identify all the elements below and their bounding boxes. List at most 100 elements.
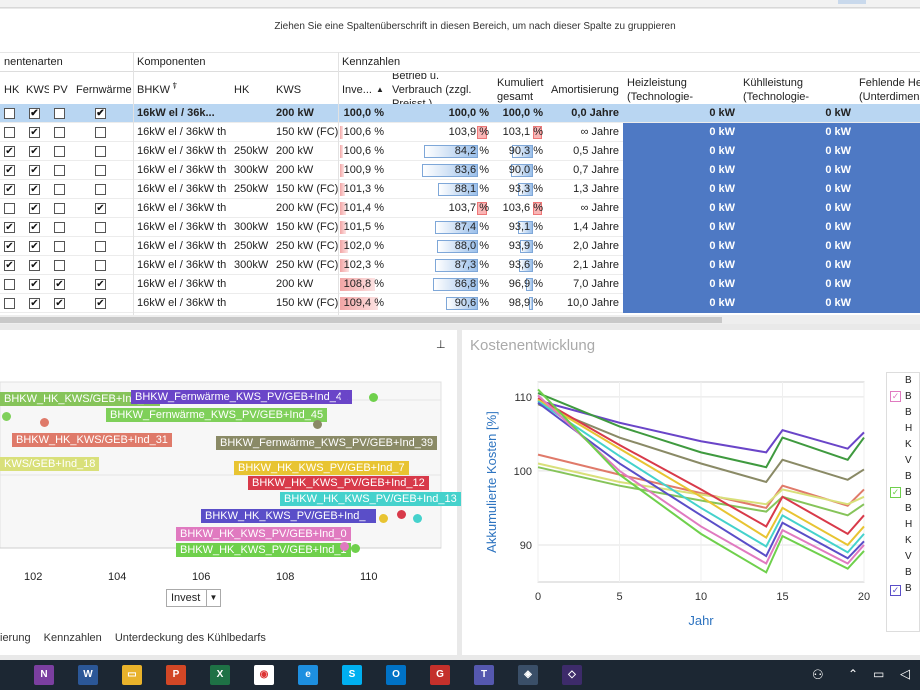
pin-icon[interactable]: ⊥ <box>436 339 446 351</box>
checkbox-fw[interactable] <box>95 260 106 271</box>
scatter-label[interactable]: BHKW_HK_KWS_PV/GEB+Ind_0 <box>176 527 351 541</box>
checkbox-fw[interactable] <box>95 241 106 252</box>
checkbox-hk[interactable]: ✔ <box>4 146 15 157</box>
legend-checkbox[interactable]: ✓ <box>890 487 901 498</box>
filter-icon[interactable]: ⍒ <box>172 80 178 91</box>
legend-entry[interactable]: B <box>905 391 912 402</box>
table-row[interactable]: ✔ ✔ 16kW el / 36kW th 250kW 150 kW (FC) 101,3… <box>0 180 920 199</box>
legend-entry[interactable]: B <box>905 583 912 594</box>
checkbox-fw[interactable]: ✔ <box>95 279 106 290</box>
tab-optimierung[interactable]: ierung <box>0 632 31 644</box>
legend-entry[interactable]: B <box>905 471 912 482</box>
tab-kennzahlen[interactable]: Kennzahlen <box>43 632 102 644</box>
col-kws[interactable]: KWS <box>22 73 49 107</box>
scatter-label[interactable]: BHKW_Fernwärme_KWS_PV/GEB+Ind_42 <box>131 390 353 404</box>
checkbox-pv[interactable] <box>54 127 65 138</box>
col-heizleistung-unterdim[interactable]: Fehlende Hei (Unterdimens <box>855 73 920 107</box>
checkbox-pv[interactable] <box>54 222 65 233</box>
legend-entry[interactable]: B <box>905 487 912 498</box>
legend-entry[interactable]: K <box>905 439 912 450</box>
col-fernwaerme[interactable]: Fernwärme <box>72 73 133 107</box>
table-row[interactable]: ✔ ✔ ✔ 16kW el / 36kW th 200 kW 108,8 % 86,8 % 9… <box>0 275 920 294</box>
pdf-icon[interactable]: G <box>430 665 450 685</box>
group-panel-hint[interactable]: Ziehen Sie eine Spaltenüberschrift in di… <box>274 21 676 32</box>
checkbox-kws[interactable]: ✔ <box>29 241 40 252</box>
checkbox-hk[interactable]: ✔ <box>4 165 15 176</box>
table-row[interactable]: ✔ ✔ 16kW el / 36kW th 200 kW (FC) 101,4 % 103… <box>0 199 920 218</box>
table-row[interactable]: ✔ ✔ 16kW el / 36k... 200 kW 100,0 % 100,0 % 10… <box>0 104 920 123</box>
checkbox-pv[interactable] <box>54 108 65 119</box>
scatter-point[interactable] <box>313 420 322 429</box>
scatter-point[interactable] <box>365 511 374 520</box>
checkbox-fw[interactable] <box>95 146 106 157</box>
chevron-up-icon[interactable]: ⌃ <box>848 667 859 681</box>
onenote-icon[interactable]: N <box>34 665 54 685</box>
scatter-label[interactable]: BHKW_HK_KWS_PV/GEB+Ind_13 <box>280 492 461 506</box>
table-row[interactable]: ✔ ✔ ✔ 16kW el / 36kW th 150 kW (FC) 109,4 % 90… <box>0 294 920 313</box>
scatter-point[interactable] <box>340 542 349 551</box>
tab-unterdeckung[interactable]: Unterdeckung des Kühlbedarfs <box>114 632 266 644</box>
scatter-point[interactable] <box>379 514 388 523</box>
explorer-icon[interactable]: ▭ <box>122 665 142 685</box>
col-pv[interactable]: PV <box>49 73 72 107</box>
legend-entry[interactable]: H <box>905 423 913 434</box>
checkbox-hk[interactable] <box>4 279 15 290</box>
checkbox-kws[interactable]: ✔ <box>29 279 40 290</box>
legend-entry[interactable]: B <box>905 567 912 578</box>
checkbox-pv[interactable]: ✔ <box>54 298 65 309</box>
checkbox-kws[interactable]: ✔ <box>29 146 40 157</box>
word-icon[interactable]: W <box>78 665 98 685</box>
col-kws2[interactable]: KWS <box>272 73 338 107</box>
app-icon[interactable]: ◈ <box>518 665 538 685</box>
checkbox-pv[interactable] <box>54 165 65 176</box>
legend-entry[interactable]: V <box>905 455 912 466</box>
checkbox-kws[interactable]: ✔ <box>29 298 40 309</box>
checkbox-pv[interactable] <box>54 203 65 214</box>
network-icon[interactable]: ▭ <box>873 667 885 681</box>
vs-icon[interactable]: ◇ <box>562 665 582 685</box>
checkbox-hk[interactable] <box>4 203 15 214</box>
table-row[interactable]: ✔ ✔ 16kW el / 36kW th 250kW 250 kW (FC) 102,0… <box>0 237 920 256</box>
table-row[interactable]: ✔ ✔ 16kW el / 36kW th 300kW 200 kW 100,9 % 83,… <box>0 161 920 180</box>
checkbox-hk[interactable] <box>4 298 15 309</box>
scatter-label[interactable]: BHKW_HK_KWS_PV/GEB+Ind_7 <box>234 461 409 475</box>
legend-entry[interactable]: B <box>905 375 912 386</box>
checkbox-kws[interactable]: ✔ <box>29 127 40 138</box>
legend-entry[interactable]: B <box>905 407 912 418</box>
scatter-label[interactable]: BHKW_HK_KWS_PV/GEB+Ind_1 <box>176 543 351 557</box>
checkbox-kws[interactable]: ✔ <box>29 184 40 195</box>
col-hk2[interactable]: HK <box>230 73 272 107</box>
scatter-point[interactable] <box>397 510 406 519</box>
checkbox-pv[interactable] <box>54 146 65 157</box>
scatter-label[interactable]: BHKW_HK_KWS_PV/GEB+Ind_6 <box>201 509 376 523</box>
checkbox-fw[interactable] <box>95 165 106 176</box>
checkbox-fw[interactable] <box>95 222 106 233</box>
table-row[interactable]: ✔ 16kW el / 36kW th 150 kW (FC) 100,6 % 103,… <box>0 123 920 142</box>
scatter-point[interactable] <box>340 392 349 401</box>
legend-entry[interactable]: B <box>905 503 912 514</box>
checkbox-hk[interactable] <box>4 108 15 119</box>
outlook-icon[interactable]: O <box>386 665 406 685</box>
scatter-point[interactable] <box>369 393 378 402</box>
axis-field-dropdown[interactable]: Invest ▼ <box>166 589 221 607</box>
col-amortisierung[interactable]: Amortisierung <box>547 73 623 107</box>
checkbox-hk[interactable]: ✔ <box>4 184 15 195</box>
scatter-point[interactable] <box>351 544 360 553</box>
checkbox-pv[interactable]: ✔ <box>54 279 65 290</box>
legend-checkbox[interactable]: ✓ <box>890 391 901 402</box>
checkbox-hk[interactable] <box>4 127 15 138</box>
col-bhkw[interactable]: BHKW ⍒ <box>133 73 230 107</box>
checkbox-kws[interactable]: ✔ <box>29 165 40 176</box>
scatter-label[interactable]: KWS/GEB+Ind_18 <box>0 457 100 471</box>
legend-entry[interactable]: K <box>905 535 912 546</box>
checkbox-hk[interactable]: ✔ <box>4 260 15 271</box>
col-hk[interactable]: HK <box>0 73 22 107</box>
excel-icon[interactable]: X <box>210 665 230 685</box>
checkbox-hk[interactable]: ✔ <box>4 222 15 233</box>
edge-icon[interactable]: e <box>298 665 318 685</box>
scatter-label[interactable]: BHKW_HK_KWS/GEB+Ind_31 <box>12 433 172 447</box>
teams-icon[interactable]: T <box>474 665 494 685</box>
col-betrieb[interactable]: Betrieb u. Verbrauch (zzgl. Preisst.) <box>388 73 493 107</box>
checkbox-pv[interactable] <box>54 260 65 271</box>
skype-icon[interactable]: S <box>342 665 362 685</box>
